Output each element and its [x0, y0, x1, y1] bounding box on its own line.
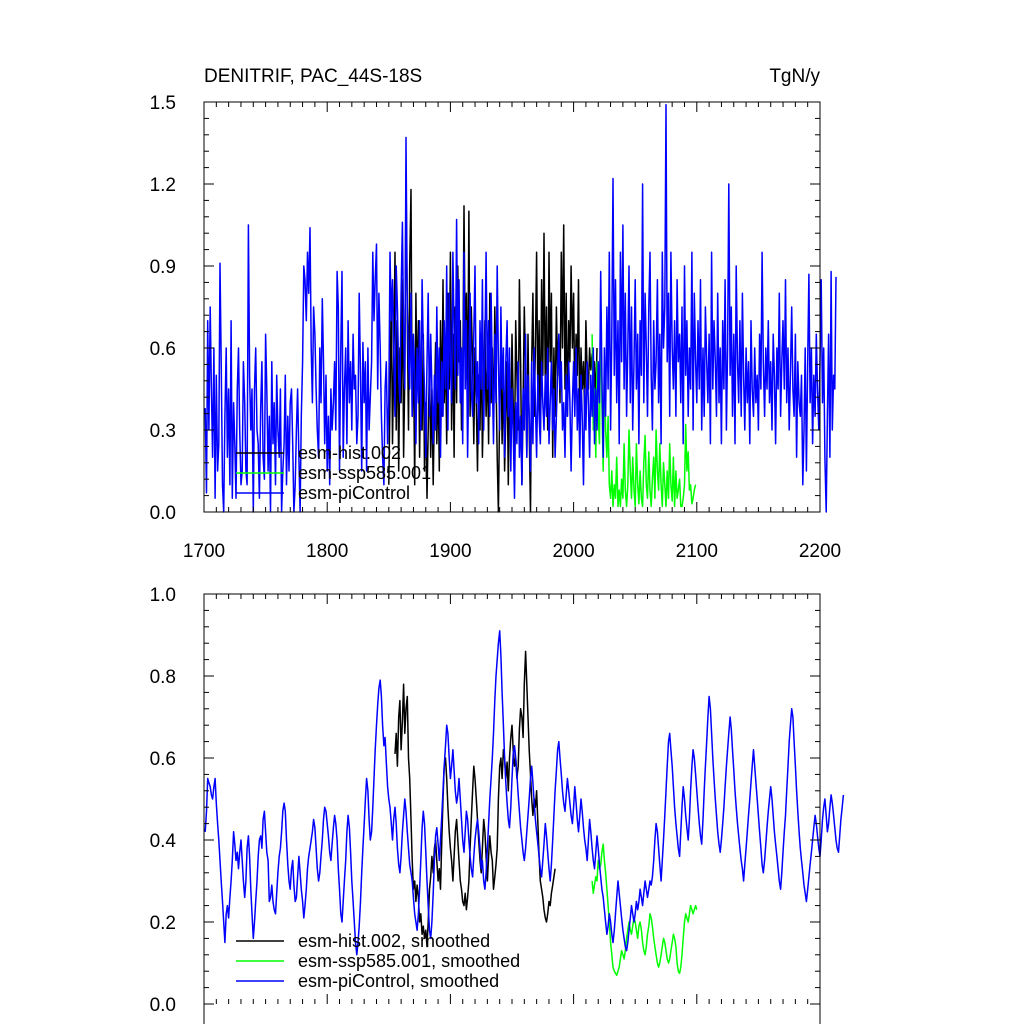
top-panel-units: TgN/y — [769, 66, 820, 87]
legend-label-top-1: esm-hist.002 — [298, 443, 401, 463]
series-line-top-2 — [591, 298, 697, 508]
bottom-panel-frame — [203, 593, 821, 1024]
y-tick-label-top: 0.6 — [150, 339, 176, 360]
series-line-bottom-3 — [204, 630, 845, 956]
series-line-bottom-1 — [394, 650, 556, 948]
y-tick-label-bottom: 0.0 — [150, 995, 176, 1016]
y-tick-label-bottom: 1.0 — [150, 585, 176, 606]
bottom-panel-series — [204, 630, 845, 977]
top-panel-series — [204, 103, 837, 513]
x-tick-label-top: 1700 — [183, 541, 225, 562]
series-line-top-3 — [204, 103, 837, 513]
x-tick-label-top: 2100 — [676, 541, 718, 562]
y-tick-label-top: 0.9 — [150, 257, 176, 278]
y-tick-label-bottom: 0.8 — [150, 667, 176, 688]
legend-label-bottom-3: esm-piControl, smoothed — [298, 971, 499, 991]
series-line-bottom-2 — [591, 843, 698, 977]
y-tick-label-bottom: 0.6 — [150, 749, 176, 770]
top-panel-frame — [203, 101, 821, 513]
top-panel-title: DENITRIF, PAC_44S-18S — [204, 66, 422, 87]
x-tick-label-top: 1900 — [429, 541, 471, 562]
x-tick-label-top: 2200 — [799, 541, 841, 562]
top-panel-axes: 0.0 0.3 0.6 0.9 1.2 1.5 1700 1800 1900 2000 2100 22… — [150, 93, 842, 562]
x-tick-label-top: 1800 — [306, 541, 348, 562]
y-tick-label-top: 0.3 — [150, 421, 176, 442]
legend-label-bottom-2: esm-ssp585.001, smoothed — [298, 951, 520, 971]
y-tick-label-bottom: 0.2 — [150, 913, 176, 934]
y-tick-label-top: 0.0 — [150, 503, 176, 524]
legend-label-bottom-1: esm-hist.002, smoothed — [298, 931, 490, 951]
legend-label-top-2: esm-ssp585.001 — [298, 463, 431, 483]
bottom-panel-axes: 0.0 0.2 0.4 0.6 0.8 1.0 — [150, 585, 821, 1016]
legend-label-top-3: esm-piControl — [298, 483, 410, 503]
y-tick-label-top: 1.2 — [150, 175, 176, 196]
top-panel: DENITRIF, PAC_44S-18S TgN/y esm-hist.002… — [150, 66, 842, 562]
y-tick-label-bottom: 0.4 — [150, 831, 177, 852]
y-tick-label-top: 1.5 — [150, 93, 176, 114]
x-tick-label-top: 2000 — [552, 541, 594, 562]
